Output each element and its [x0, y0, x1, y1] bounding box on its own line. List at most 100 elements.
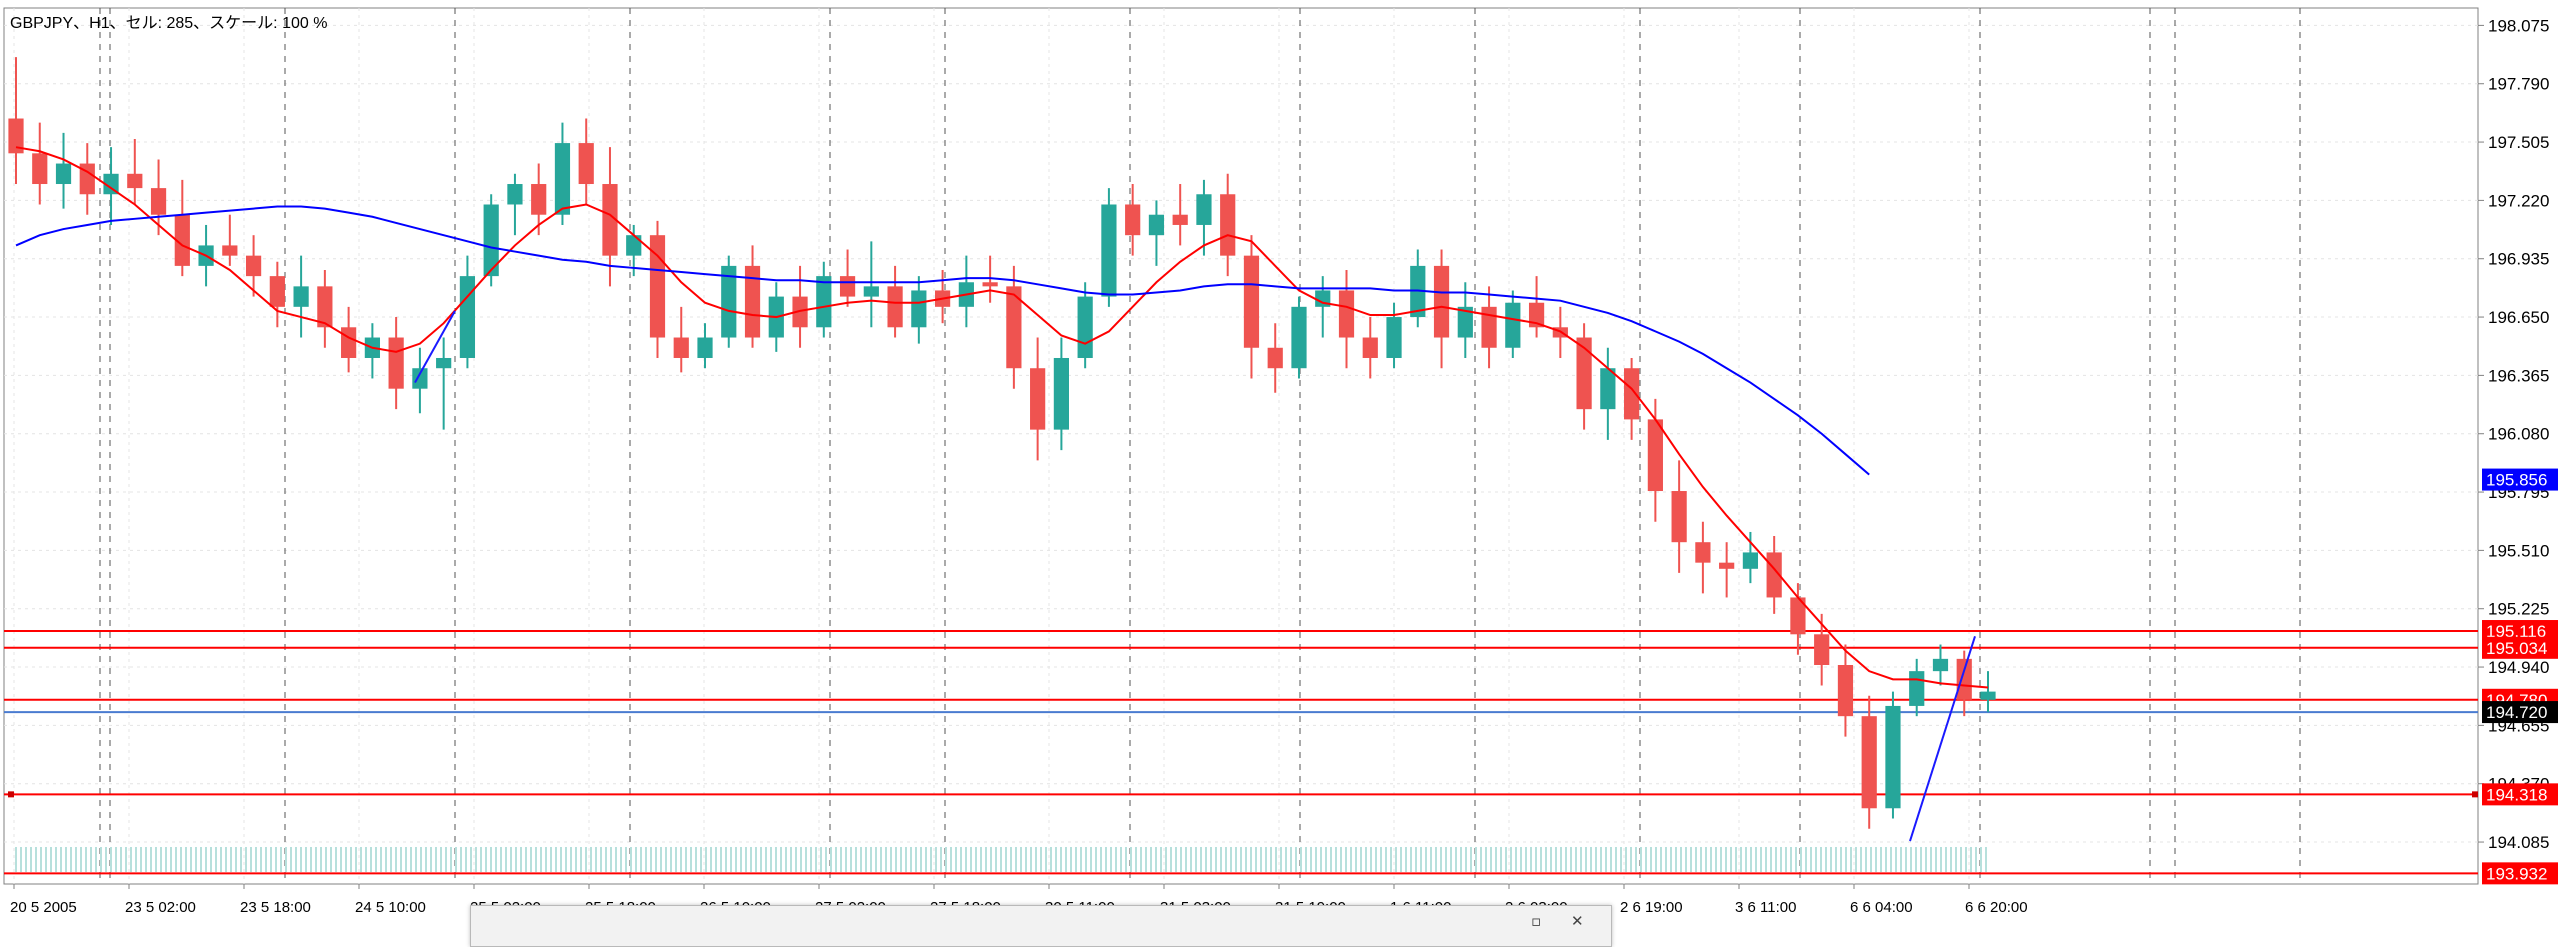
price-tags: 195.856195.116195.034194.780194.720194.3… [2482, 468, 2558, 885]
candle-body [1528, 302, 1545, 328]
candle-body [459, 276, 476, 358]
candle-body [602, 184, 618, 256]
moving-averages [15, 146, 1989, 689]
y-tick-label: 195.225 [2488, 600, 2549, 619]
price-axis: 198.075 197.790 197.505 197.220 196.935 196.6… [2478, 16, 2549, 852]
y-tick-label: 198.075 [2488, 16, 2549, 35]
close-icon[interactable]: ✕ [1571, 912, 1584, 930]
y-tick-label: 197.790 [2488, 75, 2549, 94]
price-tag [2482, 468, 2558, 491]
y-tick-label: 195.510 [2488, 541, 2549, 560]
candle-body [554, 143, 571, 215]
x-tick-label: 23 5 02:00 [125, 899, 196, 916]
candle-body [222, 245, 238, 256]
candle-body [626, 235, 642, 256]
candle-body [1885, 705, 1901, 809]
price-tag [2482, 620, 2558, 643]
y-tick-label: 194.085 [2488, 833, 2549, 852]
candle-body [1410, 265, 1426, 318]
price-tag-label: 195.116 [2486, 622, 2546, 641]
candle-body [1600, 368, 1616, 410]
candle-body [1695, 542, 1711, 563]
candle-body [1671, 491, 1687, 543]
x-tick-label: 6 6 20:00 [1965, 899, 2028, 916]
candle-body [1837, 665, 1854, 717]
candle-body [721, 265, 737, 338]
grid [4, 8, 2478, 884]
candle-body [1386, 317, 1402, 358]
y-tick-label: 196.080 [2488, 425, 2549, 444]
x-tick-label: 6 6 04:00 [1850, 899, 1913, 916]
y-tick-label: 196.365 [2488, 366, 2549, 385]
price-tag-label: 193.932 [2486, 864, 2547, 883]
candle-body [911, 290, 927, 328]
chart-title: GBPJPY、H1、セル: 285、スケール: 100 % [10, 14, 327, 32]
candle-body [1220, 194, 1236, 256]
candle-body [388, 337, 404, 389]
price-tag [2482, 701, 2558, 724]
candle-body [1433, 265, 1450, 338]
candle-body [1576, 337, 1592, 410]
candle-body [1481, 306, 1497, 348]
candle-body [1172, 214, 1188, 225]
y-tick-label: 196.935 [2488, 250, 2549, 269]
candle-body [744, 265, 761, 338]
price-tag [2482, 636, 2558, 659]
candle-body [1267, 347, 1283, 369]
candle-body [412, 368, 428, 389]
line-handle[interactable] [2472, 791, 2478, 798]
candle-body [174, 214, 190, 266]
candle-body [1101, 204, 1117, 297]
candle-body [1719, 562, 1735, 569]
candle-body [1053, 357, 1070, 430]
candle-body [1814, 634, 1830, 665]
candle-body [1243, 255, 1260, 348]
line-handle[interactable] [8, 791, 14, 798]
candle-body [1148, 214, 1165, 236]
candle-body [1956, 658, 1972, 700]
candle-body [673, 337, 689, 358]
candle-body [1196, 194, 1212, 225]
candle-body [269, 276, 285, 307]
candle-body [578, 143, 594, 185]
trendline[interactable] [1909, 636, 1976, 842]
candle-body [103, 173, 119, 195]
candle-body [531, 184, 547, 215]
trendlines[interactable] [414, 310, 1976, 842]
candle-body [317, 286, 333, 328]
candle-body [816, 276, 832, 328]
x-tick-label: 3 6 11:00 [1735, 899, 1796, 916]
candle-body [1125, 204, 1141, 236]
floating-panel[interactable]: ▫ ✕ [470, 905, 1612, 947]
candle-body [1624, 368, 1640, 420]
tick-volume [15, 847, 1987, 872]
x-tick-label: 24 5 10:00 [355, 899, 426, 916]
price-tag-label: 195.034 [2486, 639, 2547, 658]
x-tick-label: 20 5 2005 [10, 899, 77, 916]
candle-body [1362, 337, 1378, 358]
candle-body [1742, 552, 1759, 569]
candle-body [1457, 306, 1473, 338]
candle-body [1291, 306, 1307, 369]
candle-body [436, 357, 452, 369]
price-tag-label: 195.856 [2486, 471, 2547, 490]
candle-body [863, 286, 879, 297]
price-tag [2482, 783, 2558, 806]
candle-body [1030, 368, 1046, 430]
moving-average-line [15, 146, 1989, 689]
candle-body [1006, 286, 1022, 369]
candle-body [1932, 658, 1949, 672]
candle-body [150, 188, 167, 215]
candle-body [1909, 671, 1925, 706]
trendline[interactable] [414, 310, 456, 384]
candle-body [1077, 296, 1093, 358]
candle-body [32, 153, 48, 185]
minimize-icon[interactable]: ▫ [1531, 912, 1542, 930]
y-tick-label: 197.505 [2488, 133, 2549, 152]
candle-body [341, 327, 357, 358]
candle-body [1861, 716, 1877, 809]
y-tick-label: 197.220 [2488, 191, 2549, 210]
candle-body [55, 163, 72, 185]
price-tag-label: 194.720 [2486, 703, 2547, 722]
